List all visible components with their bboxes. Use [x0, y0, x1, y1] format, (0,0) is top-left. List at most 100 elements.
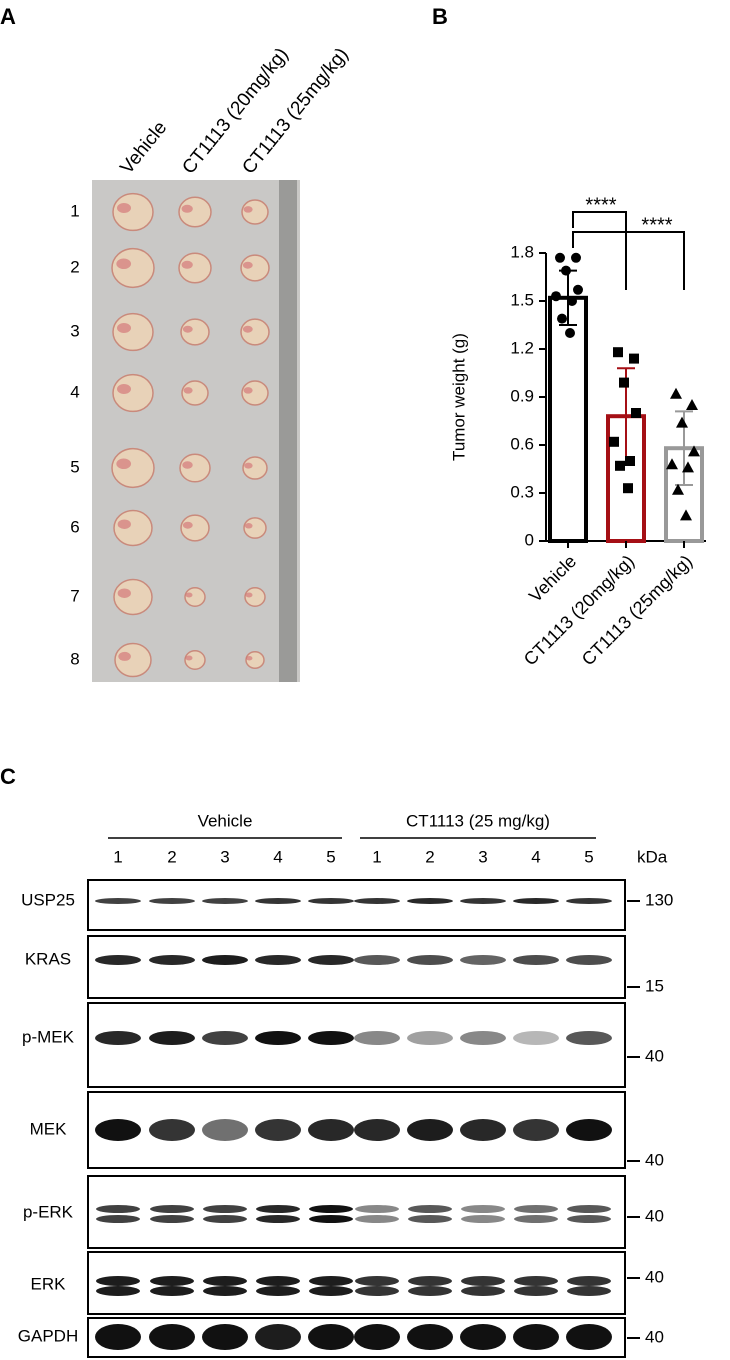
band	[566, 1031, 612, 1045]
band	[255, 955, 301, 965]
band	[514, 1286, 558, 1296]
marker-label: 40	[645, 1267, 664, 1286]
tumor-spot	[244, 462, 253, 469]
blot-label: ERK	[31, 1274, 67, 1293]
blot-label: p-MEK	[22, 1027, 75, 1046]
marker-label: 130	[645, 890, 673, 909]
blot-label: MEK	[30, 1119, 68, 1138]
band	[202, 1119, 248, 1141]
band	[460, 1324, 506, 1350]
data-point	[682, 461, 694, 473]
band	[256, 1205, 300, 1213]
band	[308, 955, 354, 965]
band	[202, 1324, 248, 1350]
band	[567, 1286, 611, 1296]
row-label: 3	[70, 321, 79, 340]
marker-label: 40	[645, 1327, 664, 1346]
data-point	[561, 265, 571, 276]
tumor	[242, 456, 268, 480]
data-point	[631, 408, 641, 418]
band	[203, 1276, 247, 1286]
band	[96, 1205, 140, 1213]
x-tick-label: CT1113 (25mg/kg)	[578, 551, 696, 669]
tumor-spot	[182, 521, 193, 529]
band	[567, 1276, 611, 1286]
tumor-spot	[243, 206, 253, 213]
blot	[87, 879, 626, 931]
lane-number: 2	[167, 847, 176, 866]
lane-number: 4	[531, 847, 540, 866]
band	[514, 1276, 558, 1286]
marker-label: 15	[645, 976, 664, 995]
marker-label: 40	[645, 1206, 664, 1225]
band	[256, 1215, 300, 1223]
band	[355, 1276, 399, 1286]
band	[355, 1205, 399, 1213]
band	[407, 898, 453, 904]
band	[354, 1119, 400, 1141]
tumor	[112, 312, 154, 352]
tumor-spot	[181, 204, 193, 213]
band	[95, 1031, 141, 1045]
tumor-spot	[117, 384, 131, 394]
ruler	[279, 180, 297, 682]
band	[407, 1324, 453, 1350]
tumor	[180, 514, 210, 542]
band	[203, 1205, 247, 1213]
tumor-spot	[243, 387, 253, 394]
band	[150, 1215, 194, 1223]
tumor	[240, 318, 270, 346]
tumor	[241, 199, 269, 225]
blot-label: GAPDH	[18, 1326, 78, 1345]
tumor	[111, 247, 155, 289]
tumor-spot	[183, 387, 193, 394]
band	[255, 1031, 301, 1045]
lane-number: 2	[425, 847, 434, 866]
panel-label: C	[0, 764, 16, 789]
band	[309, 1286, 353, 1296]
band	[408, 1276, 452, 1286]
band	[513, 1119, 559, 1141]
tumor	[241, 380, 269, 406]
tumor	[245, 650, 265, 670]
tumor-spot	[245, 592, 253, 598]
band	[96, 1286, 140, 1296]
band	[150, 1276, 194, 1286]
y-tick-label: 0.9	[510, 386, 534, 405]
band	[408, 1215, 452, 1223]
band	[460, 1119, 506, 1141]
band	[255, 898, 301, 904]
lane-number: 5	[584, 847, 593, 866]
band	[461, 1276, 505, 1286]
band	[309, 1215, 353, 1223]
band	[95, 955, 141, 965]
y-tick-label: 0.6	[510, 434, 534, 453]
band	[407, 1119, 453, 1141]
data-point	[670, 387, 682, 399]
band	[566, 1119, 612, 1141]
band	[354, 955, 400, 965]
band	[460, 955, 506, 965]
column-header: CT1113 (25mg/kg)	[238, 44, 352, 178]
lane-number: 1	[372, 847, 381, 866]
x-tick-label: CT1113 (20mg/kg)	[520, 551, 638, 669]
band	[408, 1286, 452, 1296]
band	[309, 1276, 353, 1286]
band	[203, 1286, 247, 1296]
data-point	[615, 460, 625, 471]
data-point	[609, 436, 619, 447]
lane-number: 3	[220, 847, 229, 866]
band	[203, 1215, 247, 1223]
column-header: CT1113 (20mg/kg)	[178, 44, 292, 178]
tumor	[178, 252, 212, 284]
band	[513, 1324, 559, 1350]
y-tick-label: 0	[525, 530, 534, 549]
row-label: 4	[70, 382, 79, 401]
band	[149, 955, 195, 965]
tumor	[113, 509, 153, 547]
band	[256, 1286, 300, 1296]
band	[460, 1031, 506, 1045]
data-point	[565, 328, 575, 338]
tumor	[112, 192, 154, 232]
data-point	[625, 456, 635, 466]
